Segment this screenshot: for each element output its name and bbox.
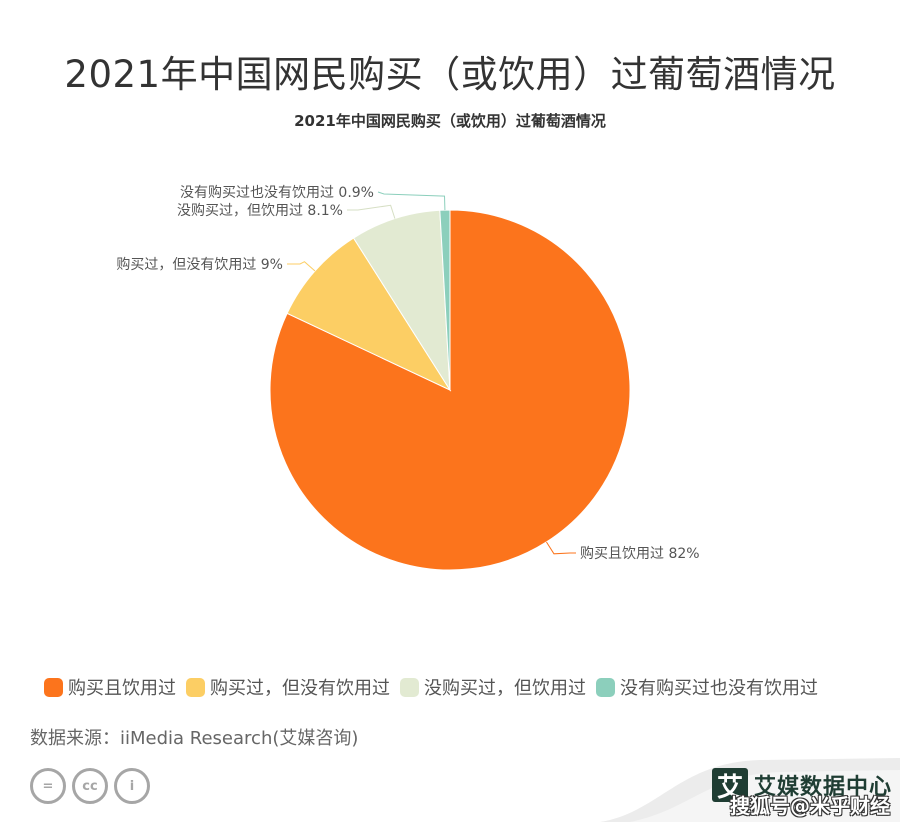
- person-icon: i: [114, 768, 150, 804]
- slice-label: 购买过，但没有饮用过 9%: [116, 257, 283, 273]
- equals-icon: =: [30, 768, 66, 804]
- legend-swatch: [596, 677, 615, 697]
- brand: 艾 艾媒数据中心: [712, 768, 893, 803]
- brand-name: 艾媒数据中心: [754, 775, 893, 800]
- legend-label: 购买过，但没有饮用过: [210, 678, 390, 699]
- page-title: 2021年中国网民购买（或饮用）过葡萄酒情况: [64, 53, 836, 96]
- slice-label: 没有购买过也没有饮用过 0.9%: [180, 185, 374, 201]
- leader-line: [377, 191, 446, 211]
- legend-label: 购买且饮用过: [68, 678, 176, 699]
- footer-band: [600, 758, 900, 822]
- legend-item-bought-not-drank[interactable]: 购买过，但没有饮用过: [186, 674, 390, 700]
- slice-label: 没购买过，但饮用过 8.1%: [177, 203, 343, 219]
- legend-swatch: [186, 677, 205, 697]
- slice-label: 购买且饮用过 82%: [580, 546, 700, 562]
- legend-item-neither[interactable]: 没有购买过也没有饮用过: [596, 674, 818, 700]
- legend-swatch: [400, 677, 419, 697]
- brand-logo-icon: 艾: [712, 768, 748, 803]
- chart-legend: 购买且饮用过 购买过，但没有饮用过 没购买过，但饮用过 没有购买过也没有饮用过: [44, 674, 828, 700]
- leader-line: [546, 541, 576, 555]
- leader-line: [347, 204, 396, 219]
- legend-label: 没有购买过也没有饮用过: [620, 678, 818, 699]
- license-icons: = cc i: [30, 768, 156, 804]
- legend-swatch: [44, 677, 63, 697]
- chart-title: 2021年中国网民购买（或饮用）过葡萄酒情况: [294, 112, 606, 130]
- pie-slice[interactable]: [269, 209, 631, 571]
- watermark: 搜狐号@米乎财经: [730, 794, 890, 818]
- pie-slice[interactable]: [352, 209, 451, 392]
- pie-slice[interactable]: [439, 209, 451, 391]
- cc-icon: cc: [72, 768, 108, 804]
- leader-line: [287, 261, 316, 272]
- legend-item-bought-and-drank[interactable]: 购买且饮用过: [44, 674, 176, 700]
- pie-chart: 购买且饮用过 82% 购买过，但没有饮用过 9% 没购买过，但饮用过 8.1% 没有购…: [116, 185, 700, 571]
- legend-item-drank-not-bought[interactable]: 没购买过，但饮用过: [400, 674, 586, 700]
- data-source: 数据来源：iiMedia Research(艾媒咨询): [30, 728, 359, 749]
- legend-label: 没购买过，但饮用过: [424, 678, 586, 699]
